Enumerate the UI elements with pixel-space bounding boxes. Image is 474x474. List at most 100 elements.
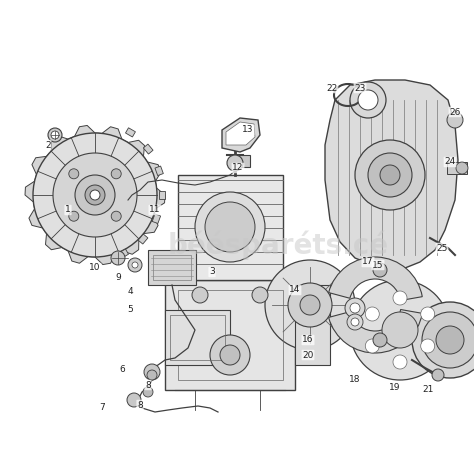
Circle shape [412,302,474,378]
Circle shape [111,211,121,221]
Wedge shape [328,257,422,301]
Circle shape [358,90,378,110]
Circle shape [421,339,435,353]
Circle shape [195,192,265,262]
Circle shape [111,251,125,265]
Circle shape [380,165,400,185]
Circle shape [48,128,62,142]
Bar [170,315,225,360]
Text: 18: 18 [349,375,361,384]
Circle shape [421,307,435,321]
Text: 22: 22 [327,83,337,92]
Circle shape [432,369,444,381]
Text: 17: 17 [362,257,374,266]
Bar [152,214,161,223]
Circle shape [347,314,363,330]
Circle shape [350,82,386,118]
Circle shape [300,295,320,315]
Circle shape [143,387,153,397]
Circle shape [351,318,359,326]
Bar [159,191,165,199]
Circle shape [288,283,332,327]
Text: 21: 21 [422,385,434,394]
Text: 12: 12 [232,164,244,173]
Circle shape [85,185,105,205]
Text: béésparéts.cé: béésparéts.cé [168,230,389,260]
Circle shape [373,263,387,277]
Text: 13: 13 [242,126,254,135]
Circle shape [90,190,100,200]
Circle shape [393,355,407,369]
Text: 4: 4 [127,288,133,297]
Text: 3: 3 [209,267,215,276]
Bar [126,128,136,137]
Bar [138,234,148,244]
Circle shape [345,298,365,318]
Circle shape [252,287,268,303]
Bar [447,162,467,174]
Text: 2: 2 [45,140,51,149]
Circle shape [111,169,121,179]
Bar [118,249,128,258]
Text: 11: 11 [149,206,161,215]
Circle shape [422,312,474,368]
Circle shape [192,287,208,303]
Text: 23: 23 [354,83,365,92]
Bar [295,285,330,365]
Polygon shape [222,118,260,152]
Circle shape [355,140,425,210]
Circle shape [382,312,418,348]
Text: 20: 20 [302,350,314,359]
Bar [178,175,283,280]
Wedge shape [328,310,422,353]
Text: 10: 10 [89,264,101,273]
Circle shape [220,345,240,365]
Circle shape [350,303,360,313]
Circle shape [365,307,379,321]
Text: 6: 6 [119,365,125,374]
Text: 5: 5 [127,306,133,315]
Text: 7: 7 [99,403,105,412]
Circle shape [393,291,407,305]
Bar [165,310,230,365]
Text: 16: 16 [302,336,314,345]
Text: 24: 24 [444,157,456,166]
Polygon shape [25,126,165,264]
Bar [155,166,164,175]
Text: 1: 1 [65,206,71,215]
Circle shape [368,153,412,197]
Circle shape [69,211,79,221]
Text: 8: 8 [145,381,151,390]
Circle shape [456,162,468,174]
Circle shape [436,326,464,354]
Circle shape [373,333,387,347]
Text: 19: 19 [389,383,401,392]
Text: 14: 14 [289,285,301,294]
Circle shape [210,335,250,375]
Text: 26: 26 [449,108,461,117]
Circle shape [128,258,142,272]
Bar [178,290,283,380]
Circle shape [127,393,141,407]
Circle shape [51,131,59,139]
Circle shape [132,262,138,268]
Polygon shape [325,80,458,268]
Circle shape [144,364,160,380]
Circle shape [447,112,463,128]
Circle shape [53,153,137,237]
Text: 15: 15 [372,261,384,270]
Bar [143,144,153,154]
Circle shape [227,155,243,171]
Text: 8: 8 [137,401,143,410]
Text: 25: 25 [436,244,447,253]
Polygon shape [226,122,255,145]
Bar [165,280,295,390]
Circle shape [75,175,115,215]
Text: 9: 9 [115,273,121,283]
Bar [148,250,196,285]
Circle shape [147,370,157,380]
Circle shape [69,169,79,179]
Circle shape [205,202,255,252]
Circle shape [350,280,450,380]
Circle shape [365,339,379,353]
